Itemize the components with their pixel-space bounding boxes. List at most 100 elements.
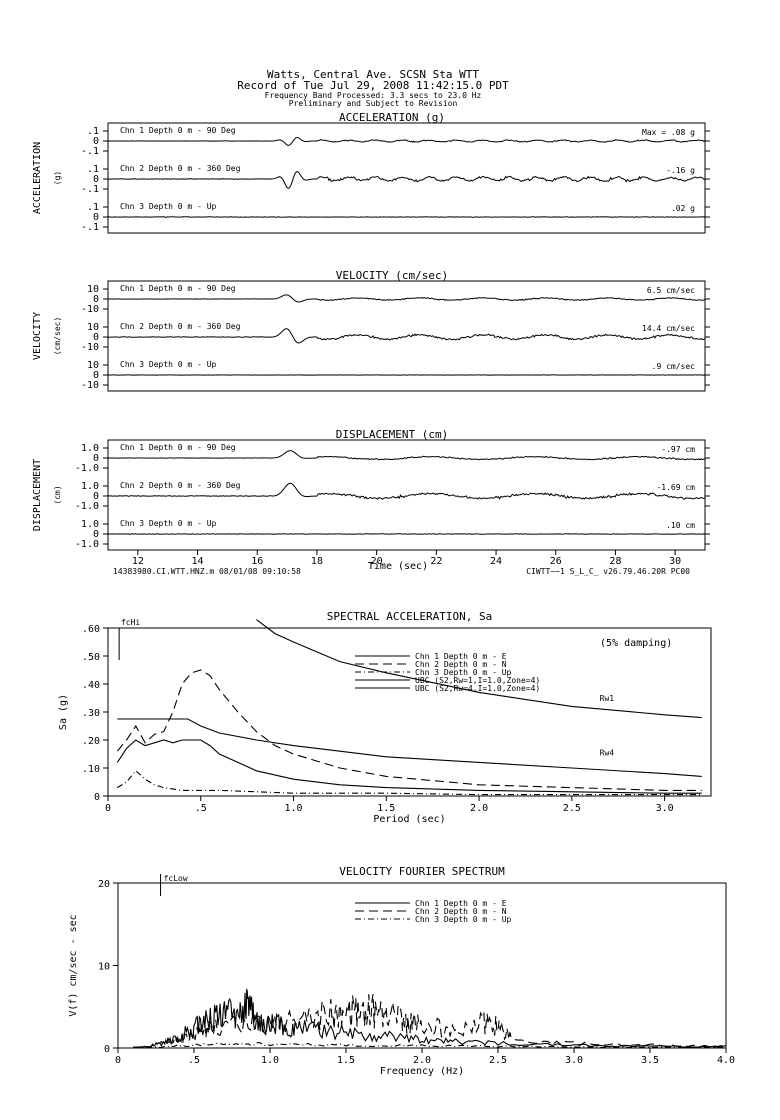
legend-entry: Chn 2 Depth 0 m - N bbox=[415, 660, 507, 669]
channel-max: .10 cm bbox=[666, 521, 695, 530]
spectral-acceleration-chart: SPECTRAL ACCELERATION, Sa Period (sec) Sa … bbox=[58, 610, 712, 825]
panel-yunit: (cm) bbox=[53, 485, 62, 504]
x-tick-label: 1.0 bbox=[261, 1055, 279, 1066]
y-tick-label: -10 bbox=[81, 342, 99, 353]
y-tick-label: 0 bbox=[93, 212, 99, 223]
velocity-fourier-spectrum-chart: VELOCITY FOURIER SPECTRUM Frequency (Hz) V… bbox=[68, 865, 735, 1077]
x-tick-label: .5 bbox=[188, 1055, 200, 1066]
waveform-trace bbox=[107, 137, 706, 146]
series-line bbox=[133, 988, 726, 1048]
chart-title: SPECTRAL ACCELERATION, Sa bbox=[327, 610, 493, 623]
y-tick-label: -.1 bbox=[81, 222, 99, 233]
y-tick-label: .60 bbox=[82, 624, 100, 635]
panel-title: DISPLACEMENT (cm) bbox=[336, 428, 449, 441]
channel-max: .02 g bbox=[671, 204, 695, 213]
x-tick-label: 24 bbox=[490, 556, 502, 567]
series-line bbox=[133, 1042, 726, 1048]
header-band: Frequency Band Processed: 3.3 secs to 23… bbox=[265, 91, 482, 100]
x-tick-label: .5 bbox=[195, 803, 207, 814]
y-tick-label: .40 bbox=[82, 680, 100, 691]
channel-max: Max = .08 g bbox=[642, 128, 695, 137]
time-panel-displacement: DISPLACEMENT (cm)DISPLACEMENT (cm)1.00-1.… bbox=[32, 428, 710, 576]
y-tick-label: 0 bbox=[93, 529, 99, 540]
legend-entry: Chn 1 Depth 0 m - E bbox=[415, 899, 507, 908]
legend-entry: UBC (S2,Rw=1,I=1.0,Zone=4) bbox=[415, 676, 540, 685]
y-tick-label: .1 bbox=[87, 202, 99, 213]
y-tick-label: -.1 bbox=[81, 146, 99, 157]
panel-yunit: (cm/sec) bbox=[53, 317, 62, 356]
y-tick-label: 0 bbox=[93, 370, 99, 381]
y-tick-label: 10 bbox=[87, 322, 99, 333]
y-tick-label: 1.0 bbox=[81, 481, 99, 492]
chart-xlabel: Period (sec) bbox=[373, 814, 445, 825]
x-tick-label: 3.0 bbox=[565, 1055, 583, 1066]
channel-label: Chn 1 Depth 0 m - 90 Deg bbox=[120, 443, 236, 452]
channel-label: Chn 3 Depth 0 m - Up bbox=[120, 360, 217, 369]
header-station: Watts, Central Ave. SCSN Sta WTT bbox=[267, 68, 479, 81]
x-tick-label: 20 bbox=[371, 556, 383, 567]
panel-ylabel: VELOCITY bbox=[32, 312, 43, 360]
x-tick-label: 12 bbox=[132, 556, 144, 567]
y-tick-label: 20 bbox=[98, 879, 110, 890]
y-tick-label: -1.0 bbox=[75, 463, 99, 474]
waveform-trace bbox=[108, 294, 706, 303]
x-tick-label: 1.5 bbox=[377, 803, 395, 814]
channel-max: -1.69 cm bbox=[656, 483, 695, 492]
y-tick-label: .30 bbox=[82, 708, 100, 719]
footer-left: 14383980.CI.WTT.HNZ.m 08/01/08 09:10:58 bbox=[113, 567, 301, 576]
y-tick-label: 0 bbox=[93, 294, 99, 305]
series-line bbox=[117, 770, 702, 796]
rw1-label: Rw1 bbox=[600, 694, 615, 703]
panel-frame bbox=[107, 439, 706, 551]
legend-entry: Chn 1 Depth 0 m - E bbox=[415, 652, 507, 661]
x-tick-label: 2.5 bbox=[489, 1055, 507, 1066]
waveform-trace bbox=[107, 328, 706, 344]
time-xlabel: Time (sec) bbox=[368, 561, 428, 572]
series-line bbox=[116, 739, 702, 794]
channel-max: 6.5 cm/sec bbox=[647, 286, 695, 295]
panel-title: VELOCITY (cm/sec) bbox=[336, 269, 449, 282]
panel-frame bbox=[107, 280, 706, 392]
panel-title: ACCELERATION (g) bbox=[339, 111, 445, 124]
series-line bbox=[116, 669, 702, 791]
y-tick-label: 10 bbox=[87, 360, 99, 371]
report-header: Watts, Central Ave. SCSN Sta WTT Record … bbox=[237, 68, 509, 108]
time-history-panels: ACCELERATION (g)ACCELERATION (g).10-.1Chn… bbox=[32, 111, 710, 576]
y-tick-label: .50 bbox=[82, 652, 100, 663]
x-tick-label: 1.0 bbox=[285, 803, 303, 814]
x-tick-label: 3.0 bbox=[656, 803, 674, 814]
y-tick-label: -10 bbox=[81, 304, 99, 315]
y-tick-label: 10 bbox=[87, 284, 99, 295]
y-tick-label: 0 bbox=[93, 136, 99, 147]
waveform-trace bbox=[107, 450, 706, 461]
waveform-trace bbox=[108, 171, 706, 189]
y-tick-label: 1.0 bbox=[81, 519, 99, 530]
header-record: Record of Tue Jul 29, 2008 11:42:15.0 PD… bbox=[237, 79, 509, 92]
legend-entry: Chn 3 Depth 0 m - Up bbox=[415, 668, 512, 677]
y-tick-label: 1.0 bbox=[81, 443, 99, 454]
series-line bbox=[117, 718, 702, 777]
legend-entry: Chn 3 Depth 0 m - Up bbox=[415, 915, 512, 924]
x-tick-label: 2.0 bbox=[470, 803, 488, 814]
x-tick-label: 14 bbox=[192, 556, 204, 567]
x-tick-label: 1.5 bbox=[337, 1055, 355, 1066]
channel-max: 14.4 cm/sec bbox=[642, 324, 695, 333]
channel-label: Chn 3 Depth 0 m - Up bbox=[120, 519, 217, 528]
panel-ylabel: DISPLACEMENT bbox=[32, 459, 43, 531]
y-tick-label: 0 bbox=[93, 491, 99, 502]
time-panel-velocity: VELOCITY (cm/sec)VELOCITY (cm/sec)100-10C… bbox=[32, 269, 710, 392]
footer-right: CIWTT~~1 S_L_C_ v26.79.46.20R PC00 bbox=[526, 567, 690, 576]
channel-label: Chn 2 Depth 0 m - 360 Deg bbox=[120, 164, 241, 173]
x-tick-label: 0 bbox=[115, 1055, 121, 1066]
x-tick-label: 2.0 bbox=[413, 1055, 431, 1066]
x-tick-label: 30 bbox=[669, 556, 681, 567]
y-tick-label: 0 bbox=[94, 792, 100, 803]
chart-ylabel: Sa (g) bbox=[58, 694, 69, 730]
series-line bbox=[133, 994, 726, 1048]
channel-label: Chn 3 Depth 0 m - Up bbox=[120, 202, 217, 211]
channel-label: Chn 1 Depth 0 m - 90 Deg bbox=[120, 126, 236, 135]
y-tick-label: .20 bbox=[82, 736, 100, 747]
panel-frame bbox=[107, 122, 706, 234]
channel-max: .9 cm/sec bbox=[652, 362, 696, 371]
